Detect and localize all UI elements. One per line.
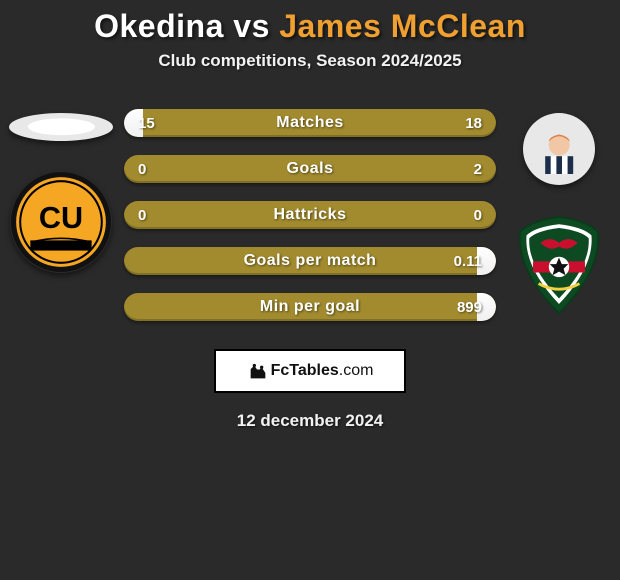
subtitle: Club competitions, Season 2024/2025 (0, 51, 620, 71)
fctables-logo-icon (247, 360, 269, 382)
stat-label: Min per goal (124, 293, 496, 321)
stat-label: Goals (124, 155, 496, 183)
comparison-card: Okedina vs James McClean Club competitio… (0, 0, 620, 431)
stat-bar: 0Hattricks0 (124, 201, 496, 229)
stats-bars: 15Matches180Goals20Hattricks0Goals per m… (114, 109, 506, 321)
stat-value-right: 18 (465, 109, 482, 137)
stat-bar: Goals per match0.11 (124, 247, 496, 275)
stat-bar: Min per goal899 (124, 293, 496, 321)
stat-bar: 0Goals2 (124, 155, 496, 183)
player2-photo (523, 113, 595, 185)
stat-label: Matches (124, 109, 496, 137)
player-avatar-icon (534, 124, 584, 174)
player1-photo (9, 113, 113, 141)
stat-value-right: 899 (457, 293, 482, 321)
right-column (506, 109, 612, 317)
footer-logo-suffix: .com (339, 362, 374, 379)
player2-name: James McClean (279, 8, 526, 44)
player1-name: Okedina (94, 8, 224, 44)
footer-logo-bold: FcTables (271, 362, 339, 379)
page-title: Okedina vs James McClean (0, 8, 620, 45)
footer-attribution: FcTables.com (214, 349, 406, 393)
stat-value-right: 2 (474, 155, 482, 183)
player2-team-badge (508, 215, 610, 317)
svg-text:CU: CU (39, 201, 83, 235)
vs-word: vs (233, 8, 270, 44)
stat-bar: 15Matches18 (124, 109, 496, 137)
avatar-placeholder-icon (25, 117, 98, 137)
stat-value-right: 0 (474, 201, 482, 229)
wrexham-badge-icon (508, 215, 610, 317)
date-line: 12 december 2024 (0, 411, 620, 431)
stat-value-right: 0.11 (454, 247, 482, 275)
footer-logo-text: FcTables.com (271, 362, 374, 380)
cambridge-badge-icon: CU (10, 171, 112, 273)
player1-team-badge: CU (10, 171, 112, 273)
stat-label: Hattricks (124, 201, 496, 229)
main-row: CU 15Matches180Goals20Hattricks0Goals pe… (0, 109, 620, 321)
left-column: CU (8, 109, 114, 273)
stat-label: Goals per match (124, 247, 496, 275)
